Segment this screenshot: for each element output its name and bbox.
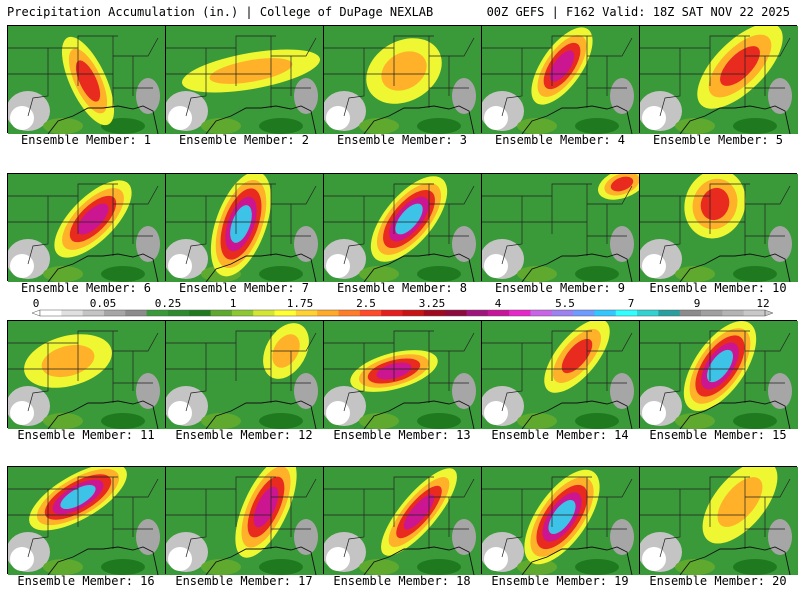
- ensemble-member-label: Ensemble Member: 17: [175, 574, 313, 588]
- ensemble-map-19: [481, 466, 640, 575]
- ensemble-map-16: [7, 466, 166, 575]
- ensemble-member-label: Ensemble Member: 16: [17, 574, 155, 588]
- ensemble-map-3: [323, 25, 482, 134]
- ensemble-member-label: Ensemble Member: 6: [20, 281, 152, 295]
- ensemble-member-label: Ensemble Member: 1: [20, 133, 152, 147]
- ensemble-map-18: [323, 466, 482, 575]
- ensemble-member-label: Ensemble Member: 18: [333, 574, 471, 588]
- ensemble-member-label: Ensemble Member: 2: [178, 133, 310, 147]
- ensemble-map-5: [639, 25, 798, 134]
- ensemble-map-11: [7, 320, 166, 429]
- color-scale-tick-label: 0.25: [154, 297, 182, 310]
- ensemble-member-label: Ensemble Member: 19: [491, 574, 629, 588]
- color-scale-tick-label: 0.05: [89, 297, 117, 310]
- ensemble-map-13: [323, 320, 482, 429]
- ensemble-map-10: [639, 173, 798, 282]
- ensemble-map-12: [165, 320, 324, 429]
- ensemble-member-label: Ensemble Member: 14: [491, 428, 629, 442]
- ensemble-member-label: Ensemble Member: 11: [17, 428, 155, 442]
- color-scale-tick-label: 3.25: [418, 297, 446, 310]
- ensemble-member-label: Ensemble Member: 5: [652, 133, 784, 147]
- color-scale-tick-label: 9: [693, 297, 701, 310]
- ensemble-map-7: [165, 173, 324, 282]
- ensemble-member-label: Ensemble Member: 13: [333, 428, 471, 442]
- ensemble-map-9: [481, 173, 640, 282]
- color-scale-tick-label: 0: [32, 297, 40, 310]
- ensemble-map-20: [639, 466, 798, 575]
- color-scale-tick-label: 12: [756, 297, 770, 310]
- ensemble-map-4: [481, 25, 640, 134]
- color-scale-tick-label: 1.75: [286, 297, 314, 310]
- color-scale-tick-label: 5.5: [555, 297, 575, 310]
- ensemble-map-1: [7, 25, 166, 134]
- header: Precipitation Accumulation (in.) | Colle…: [0, 0, 800, 24]
- ensemble-member-label: Ensemble Member: 7: [178, 281, 310, 295]
- ensemble-member-label: Ensemble Member: 10: [649, 281, 787, 295]
- ensemble-map-14: [481, 320, 640, 429]
- valid-time: 00Z GEFS | F162 Valid: 18Z SAT NOV 22 20…: [486, 5, 790, 19]
- color-scale-tick-label: 1: [229, 297, 237, 310]
- ensemble-member-label: Ensemble Member: 9: [494, 281, 626, 295]
- color-scale-tick-label: 7: [627, 297, 635, 310]
- ensemble-member-label: Ensemble Member: 3: [336, 133, 468, 147]
- ensemble-map-15: [639, 320, 798, 429]
- product-title: Precipitation Accumulation (in.) | Colle…: [7, 5, 434, 19]
- ensemble-map-17: [165, 466, 324, 575]
- ensemble-member-label: Ensemble Member: 12: [175, 428, 313, 442]
- ensemble-member-label: Ensemble Member: 15: [649, 428, 787, 442]
- ensemble-member-label: Ensemble Member: 20: [649, 574, 787, 588]
- color-scale-tick-label: 2.5: [356, 297, 376, 310]
- color-scale-bar: [31, 309, 774, 317]
- ensemble-member-label: Ensemble Member: 4: [494, 133, 626, 147]
- ensemble-map-8: [323, 173, 482, 282]
- ensemble-map-2: [165, 25, 324, 134]
- ensemble-map-6: [7, 173, 166, 282]
- color-scale-tick-label: 4: [494, 297, 502, 310]
- ensemble-member-label: Ensemble Member: 8: [336, 281, 468, 295]
